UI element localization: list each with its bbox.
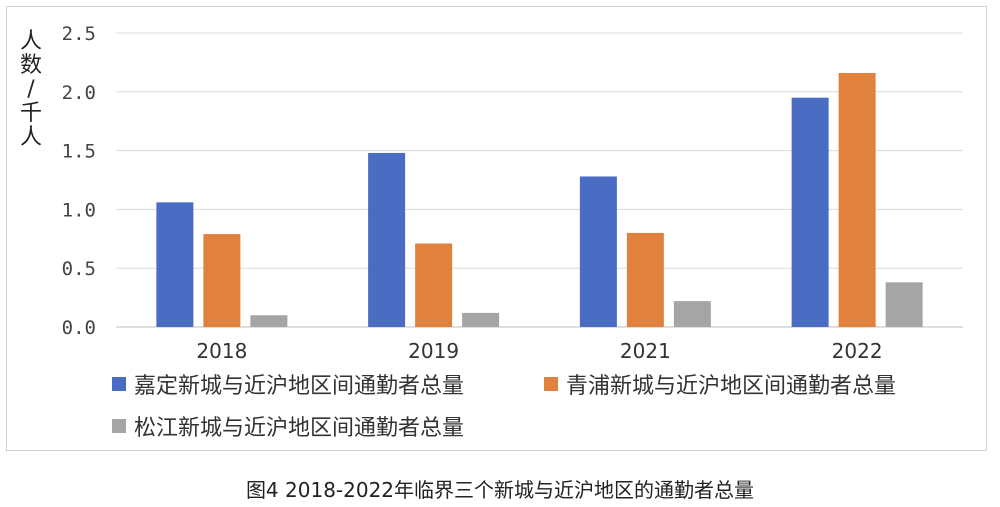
x-tick-label: 2018 <box>196 339 247 363</box>
bar-qingpu-2022 <box>838 72 876 327</box>
figure-caption: 图4 2018-2022年临界三个新城与近沪地区的通勤者总量 <box>245 478 755 502</box>
bar-jiading-2022 <box>791 97 829 328</box>
bar-songjiang-2019 <box>462 312 500 327</box>
legend-label-jiading: 嘉定新城与近沪地区间通勤者总量 <box>134 374 465 399</box>
bar-qingpu-2018 <box>203 234 241 327</box>
bar-songjiang-2018 <box>250 315 288 327</box>
bar-qingpu-2019 <box>415 243 453 327</box>
bar-songjiang-2022 <box>885 282 923 327</box>
bar-jiading-2019 <box>368 152 406 327</box>
y-tick-label: 2.5 <box>62 23 96 45</box>
legend-swatch-songjiang <box>112 419 126 433</box>
legend-item-qingpu: 青浦新城与近沪地区间通勤者总量 <box>544 368 896 400</box>
legend-item-jiading: 嘉定新城与近沪地区间通勤者总量 <box>112 368 464 400</box>
bar-qingpu-2021 <box>626 232 664 327</box>
y-axis-label: 人数 / 千人 <box>19 29 42 150</box>
y-tick-label: 0.5 <box>62 258 96 280</box>
y-tick-label: 2.0 <box>62 82 96 104</box>
bar-jiading-2018 <box>156 202 194 327</box>
legend-swatch-jiading <box>112 377 126 391</box>
x-tick-label: 2022 <box>832 339 883 363</box>
bar-jiading-2021 <box>579 176 617 327</box>
y-tick-label: 1.0 <box>62 199 96 221</box>
y-tick-label: 1.5 <box>62 141 96 163</box>
legend-item-songjiang: 松江新城与近沪地区间通勤者总量 <box>112 410 464 442</box>
bar-songjiang-2021 <box>673 301 711 327</box>
x-tick-label: 2019 <box>408 339 459 363</box>
legend-label-qingpu: 青浦新城与近沪地区间通勤者总量 <box>566 374 897 399</box>
x-tick-label: 2021 <box>620 339 671 363</box>
legend-swatch-qingpu <box>544 377 558 391</box>
legend-label-songjiang: 松江新城与近沪地区间通勤者总量 <box>134 416 465 441</box>
y-tick-label: 0.0 <box>62 317 96 339</box>
